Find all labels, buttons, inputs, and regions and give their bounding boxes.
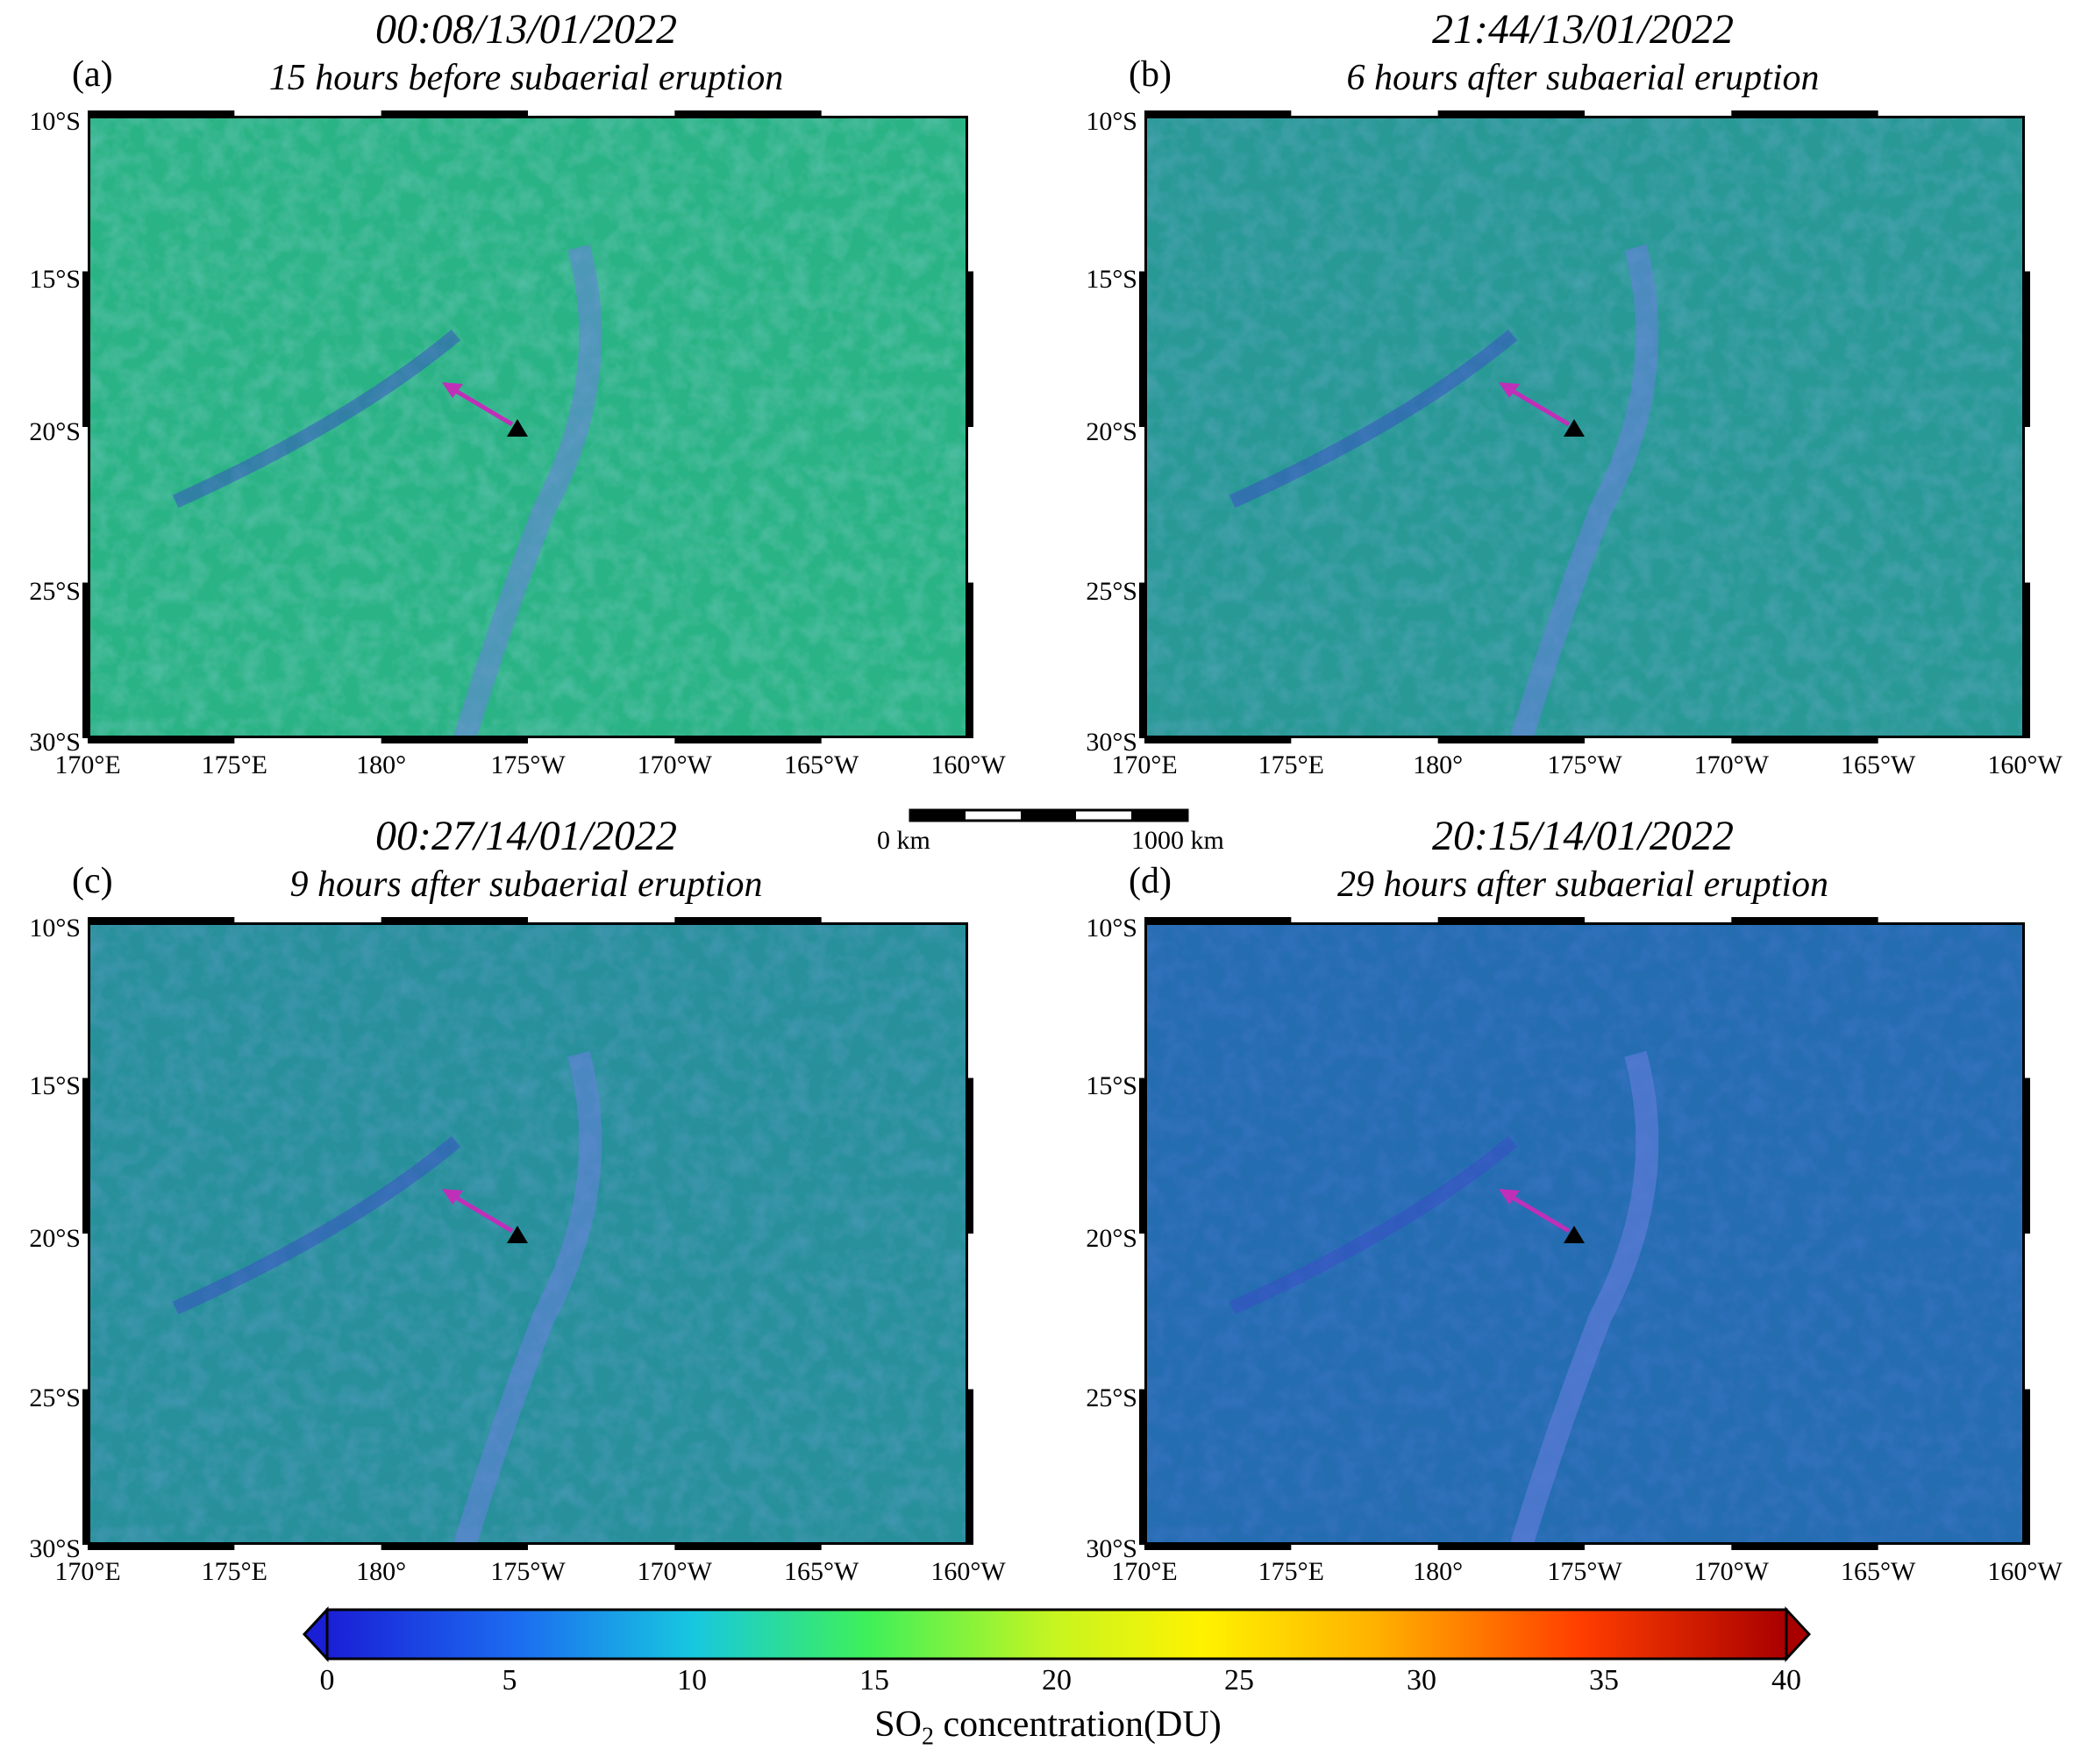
- lon-label: 165°W: [1841, 1557, 1916, 1586]
- lat-label: 30°S: [29, 1534, 81, 1563]
- lon-label: 160°W: [1987, 750, 2063, 779]
- lon-label: 175°W: [490, 750, 566, 779]
- lon-label: 160°W: [930, 1557, 1006, 1586]
- volcano-marker: [1564, 419, 1585, 437]
- lat-label: 25°S: [1086, 1383, 1137, 1412]
- map-panel: 21:44/13/01/2022 (b) 6 hours after subae…: [1057, 0, 2081, 807]
- panel-subtitle: 6 hours after subaerial eruption: [1346, 58, 1820, 98]
- panel-subtitle: 9 hours after subaerial eruption: [289, 864, 763, 905]
- lat-label: 25°S: [29, 577, 81, 606]
- colorbar: [303, 1606, 1811, 1662]
- lon-label: 170°W: [1693, 750, 1769, 779]
- lat-label: 30°S: [1086, 728, 1137, 757]
- so2-map: [1144, 922, 2025, 1545]
- lon-label: 165°W: [1841, 750, 1916, 779]
- map-panel: 00:08/13/01/2022 (a) 15 hours before sub…: [0, 0, 1024, 807]
- lat-label: 20°S: [29, 1224, 81, 1253]
- colorbar-tick-label: 40: [1771, 1664, 1801, 1696]
- colorbar-tick-label: 10: [677, 1664, 707, 1696]
- map-frame: [82, 110, 973, 743]
- scale-bar: [909, 808, 1189, 822]
- lon-label: 170°E: [54, 750, 121, 779]
- lat-label: 15°S: [29, 1071, 81, 1100]
- panel-date: 00:27/14/01/2022: [375, 813, 677, 859]
- panel-date: 21:44/13/01/2022: [1432, 6, 1734, 53]
- lon-label: 180°: [356, 1557, 407, 1586]
- lon-label: 175°W: [1547, 1557, 1622, 1586]
- lon-label: 170°W: [637, 1557, 712, 1586]
- lat-label: 30°S: [29, 728, 81, 757]
- panel-date: 20:15/14/01/2022: [1432, 813, 1734, 859]
- colorbar-tick-label: 25: [1224, 1664, 1254, 1696]
- map-panel: 20:15/14/01/2022 (d) 29 hours after suba…: [1057, 807, 2081, 1613]
- volcano-marker: [507, 1226, 528, 1243]
- lat-label: 25°S: [1086, 577, 1137, 606]
- plume-arrow: [1499, 382, 1571, 427]
- lon-label: 165°W: [784, 750, 859, 779]
- so2-map: [88, 116, 968, 738]
- lon-label: 160°W: [930, 750, 1006, 779]
- so2-map: [1144, 116, 2025, 738]
- so2-map: [88, 922, 968, 1545]
- lon-label: 170°W: [1693, 1557, 1769, 1586]
- colorbar-tick-label: 0: [319, 1664, 335, 1696]
- map-frame: [1139, 917, 2030, 1550]
- lon-label: 180°: [356, 750, 407, 779]
- panel-letter: (c): [72, 861, 113, 901]
- lon-label: 170°W: [637, 750, 712, 779]
- panel-subtitle: 15 hours before subaerial eruption: [268, 58, 784, 98]
- colorbar-tick-label: 20: [1042, 1664, 1072, 1696]
- volcano-marker: [1564, 1226, 1585, 1243]
- lon-label: 165°W: [784, 1557, 859, 1586]
- scale-start-label: 0 km: [877, 826, 930, 855]
- lon-label: 175°E: [1258, 750, 1324, 779]
- lon-label: 175°W: [490, 1557, 566, 1586]
- plume-arrow: [1499, 1189, 1571, 1234]
- lon-label: 175°E: [1258, 1557, 1324, 1586]
- panel-date: 00:08/13/01/2022: [375, 6, 677, 53]
- lat-label: 20°S: [1086, 1224, 1137, 1253]
- colorbar-tick-label: 35: [1589, 1664, 1619, 1696]
- lon-label: 175°W: [1547, 750, 1622, 779]
- lon-label: 180°: [1413, 1557, 1464, 1586]
- map-frame: [1139, 110, 2030, 743]
- panel-subtitle: 29 hours after subaerial eruption: [1336, 864, 1828, 905]
- lon-label: 180°: [1413, 750, 1464, 779]
- colorbar-title: SO2 concentration(DU): [874, 1704, 1222, 1751]
- plume-arrow: [442, 1189, 514, 1234]
- lon-label: 160°W: [1987, 1557, 2063, 1586]
- lon-label: 170°E: [54, 1557, 121, 1586]
- lat-label: 20°S: [1086, 417, 1137, 446]
- map-panel: 00:27/14/01/2022 (c) 9 hours after subae…: [0, 807, 1024, 1613]
- scale-end-label: 1000 km: [1131, 826, 1224, 855]
- volcano-marker: [507, 419, 528, 437]
- panel-letter: (d): [1129, 861, 1172, 901]
- panel-letter: (b): [1129, 54, 1172, 95]
- lat-label: 10°S: [1086, 107, 1137, 136]
- lat-label: 20°S: [29, 417, 81, 446]
- lon-label: 175°E: [201, 750, 267, 779]
- lat-label: 15°S: [1086, 1071, 1137, 1100]
- lat-label: 15°S: [29, 265, 81, 294]
- lat-label: 30°S: [1086, 1534, 1137, 1563]
- colorbar-tick-label: 5: [502, 1664, 517, 1696]
- lat-label: 10°S: [29, 107, 81, 136]
- panel-letter: (a): [72, 54, 113, 95]
- lat-label: 15°S: [1086, 265, 1137, 294]
- map-frame: [82, 917, 973, 1550]
- lon-label: 175°E: [201, 1557, 267, 1586]
- colorbar-tick-label: 30: [1407, 1664, 1436, 1696]
- plume-arrow: [442, 382, 514, 427]
- lat-label: 10°S: [1086, 914, 1137, 942]
- lon-label: 170°E: [1111, 1557, 1178, 1586]
- lon-label: 170°E: [1111, 750, 1178, 779]
- lat-label: 25°S: [29, 1383, 81, 1412]
- colorbar-tick-label: 15: [859, 1664, 889, 1696]
- lat-label: 10°S: [29, 914, 81, 942]
